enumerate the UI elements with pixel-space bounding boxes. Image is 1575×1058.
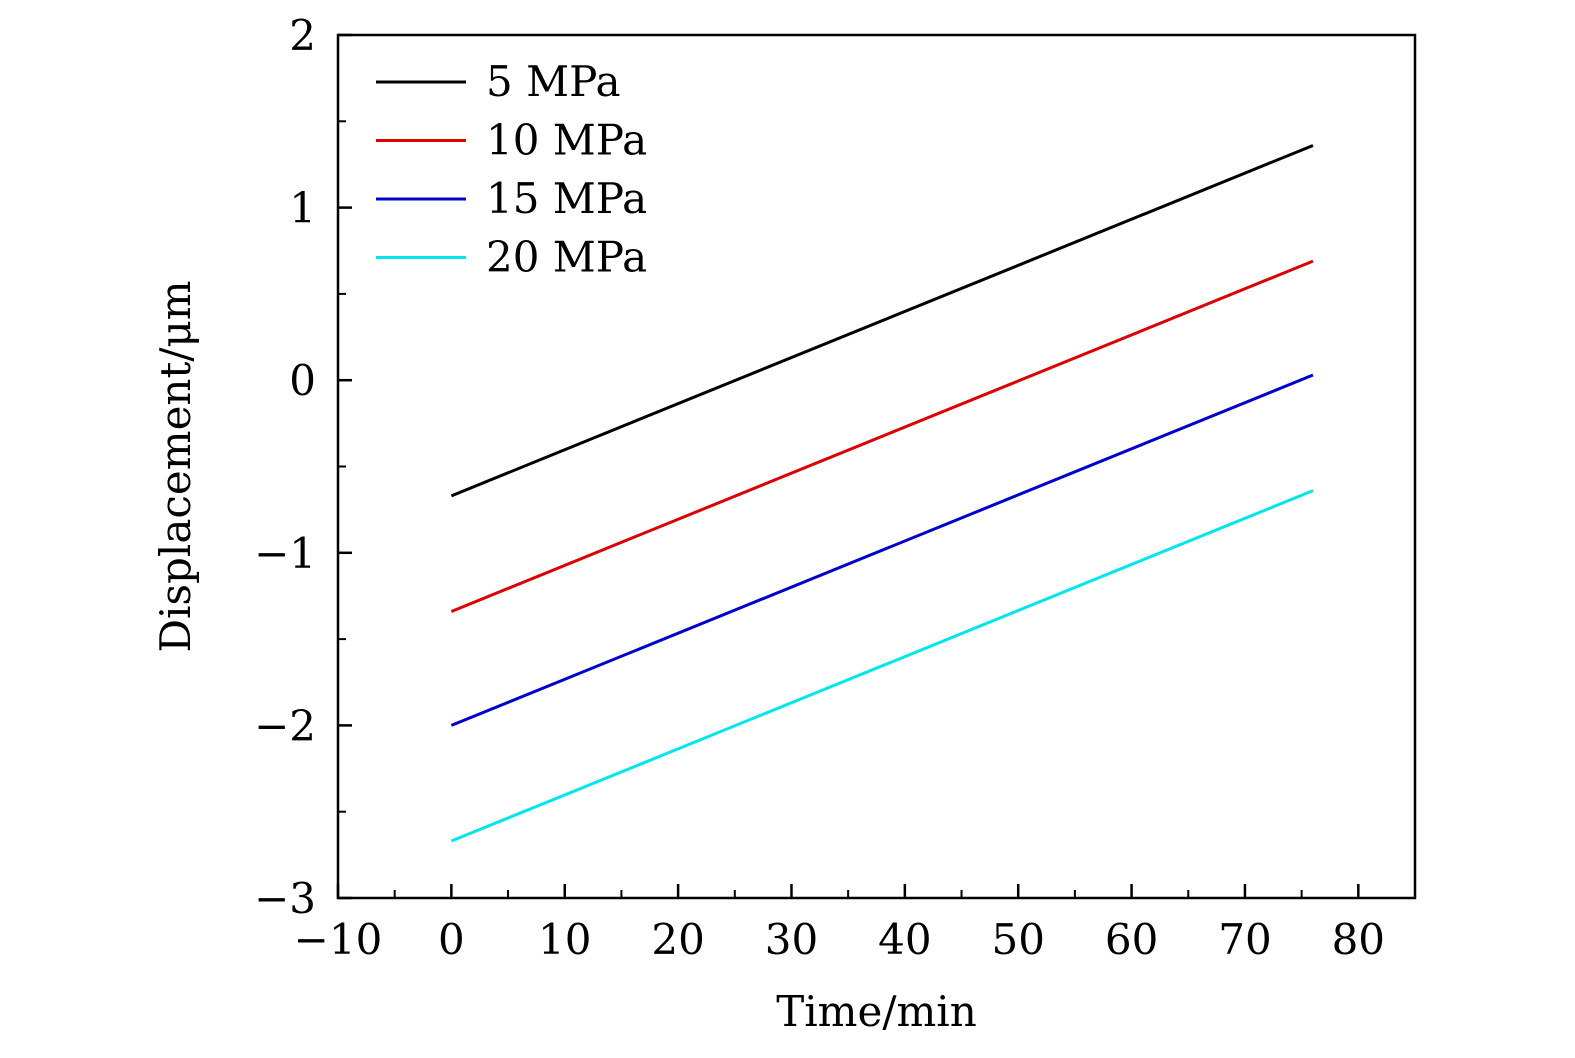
x-axis: −10 0 10 20 30 40 50 60 70 80 xyxy=(294,884,1416,964)
x-tick-label: 80 xyxy=(1332,915,1385,964)
x-tick-label: 70 xyxy=(1218,915,1271,964)
series-line-1 xyxy=(450,144,1314,498)
x-tick-label: −10 xyxy=(294,915,383,964)
y-tick-label: 0 xyxy=(289,356,316,405)
x-tick-label: 20 xyxy=(651,915,704,964)
legend-label: 10 MPa xyxy=(486,116,647,165)
y-tick-label: −3 xyxy=(254,874,316,923)
x-tick-label: 40 xyxy=(878,915,931,964)
y-axis-title: Displacement/μm xyxy=(151,280,200,652)
y-tick-label: −2 xyxy=(254,701,316,750)
legend-label: 20 MPa xyxy=(486,233,647,282)
x-tick-label: 0 xyxy=(438,915,465,964)
legend-label: 5 MPa xyxy=(486,57,621,106)
y-tick-label: −1 xyxy=(254,529,316,578)
legend: 5 MPa 10 MPa 15 MPa 20 MPa xyxy=(376,57,647,282)
series-line-4 xyxy=(450,489,1314,843)
x-tick-label: 60 xyxy=(1105,915,1158,964)
series-group xyxy=(450,144,1314,843)
series-line-2 xyxy=(450,259,1314,613)
x-tick-label: 10 xyxy=(538,915,591,964)
x-axis-title: Time/min xyxy=(776,987,977,1036)
y-axis: −3 −2 −1 0 1 2 xyxy=(254,11,352,923)
y-tick-label: 2 xyxy=(289,11,316,60)
series-line-3 xyxy=(450,373,1314,727)
legend-label: 15 MPa xyxy=(486,174,647,223)
x-tick-label: 30 xyxy=(765,915,818,964)
y-tick-label: 1 xyxy=(289,184,316,233)
x-tick-label: 50 xyxy=(991,915,1044,964)
